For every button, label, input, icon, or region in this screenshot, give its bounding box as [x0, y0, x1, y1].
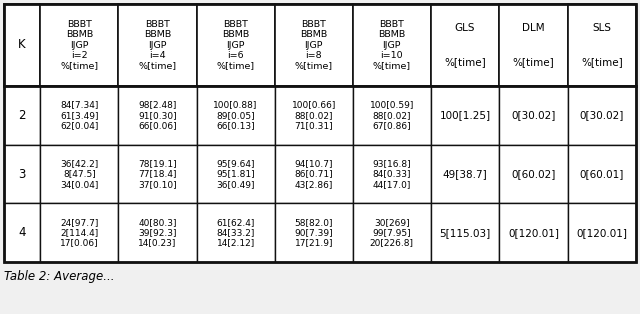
Bar	[353, 4, 431, 86]
Text: 0[120.01]: 0[120.01]	[508, 228, 559, 238]
Bar	[431, 86, 499, 145]
Text: 49[38.7]: 49[38.7]	[443, 169, 488, 179]
Bar	[196, 86, 275, 145]
Bar	[40, 203, 118, 262]
Text: SLS


%[time]: SLS %[time]	[581, 23, 623, 68]
Bar	[4, 4, 636, 262]
Text: 0[30.02]: 0[30.02]	[511, 110, 556, 120]
Text: Table 2: Average...: Table 2: Average...	[4, 270, 115, 283]
Bar	[275, 145, 353, 203]
Bar	[40, 4, 118, 86]
Text: 93[16.8]
84[0.33]
44[17.0]: 93[16.8] 84[0.33] 44[17.0]	[372, 159, 411, 189]
Bar	[118, 86, 196, 145]
Bar	[196, 145, 275, 203]
Bar	[4, 4, 40, 86]
Bar	[431, 145, 499, 203]
Text: 100[1.25]: 100[1.25]	[440, 110, 491, 120]
Text: 0[60.02]: 0[60.02]	[511, 169, 556, 179]
Bar	[275, 4, 353, 86]
Bar	[275, 86, 353, 145]
Text: BBBT
BBMB
IJGP
i=6
%[time]: BBBT BBMB IJGP i=6 %[time]	[216, 20, 255, 70]
Text: 0[30.02]: 0[30.02]	[580, 110, 624, 120]
Bar	[431, 203, 499, 262]
Text: BBBT
BBMB
IJGP
i=4
%[time]: BBBT BBMB IJGP i=4 %[time]	[138, 20, 177, 70]
Bar	[118, 203, 196, 262]
Bar	[4, 4, 636, 262]
Text: BBBT
BBMB
IJGP
i=8
%[time]: BBBT BBMB IJGP i=8 %[time]	[294, 20, 333, 70]
Bar	[499, 86, 568, 145]
Text: 100[0.88]
89[0.05]
66[0.13]: 100[0.88] 89[0.05] 66[0.13]	[213, 100, 258, 130]
Text: 2: 2	[19, 109, 26, 122]
Text: DLM


%[time]: DLM %[time]	[513, 23, 554, 68]
Text: 40[80.3]
39[92.3]
14[0.23]: 40[80.3] 39[92.3] 14[0.23]	[138, 218, 177, 247]
Text: BBBT
BBMB
IJGP
i=2
%[time]: BBBT BBMB IJGP i=2 %[time]	[60, 20, 99, 70]
Text: 94[10.7]
86[0.71]
43[2.86]: 94[10.7] 86[0.71] 43[2.86]	[294, 159, 333, 189]
Bar	[353, 86, 431, 145]
Text: 100[0.59]
88[0.02]
67[0.86]: 100[0.59] 88[0.02] 67[0.86]	[370, 100, 414, 130]
Bar	[499, 145, 568, 203]
Bar	[353, 145, 431, 203]
Text: 36[42.2]
8[47.5]
34[0.04]: 36[42.2] 8[47.5] 34[0.04]	[60, 159, 99, 189]
Text: 61[62.4]
84[33.2]
14[2.12]: 61[62.4] 84[33.2] 14[2.12]	[216, 218, 255, 247]
Bar	[499, 203, 568, 262]
Text: 5[115.03]: 5[115.03]	[440, 228, 491, 238]
Bar	[4, 145, 40, 203]
Text: 24[97.7]
2[114.4]
17[0.06]: 24[97.7] 2[114.4] 17[0.06]	[60, 218, 99, 247]
Text: 58[82.0]
90[7.39]
17[21.9]: 58[82.0] 90[7.39] 17[21.9]	[294, 218, 333, 247]
Bar	[499, 4, 568, 86]
Bar	[568, 145, 636, 203]
Text: 30[269]
99[7.95]
20[226.8]: 30[269] 99[7.95] 20[226.8]	[370, 218, 414, 247]
Bar	[118, 145, 196, 203]
Text: 0[60.01]: 0[60.01]	[580, 169, 624, 179]
Bar	[4, 86, 40, 145]
Bar	[568, 203, 636, 262]
Bar	[4, 203, 40, 262]
Text: 0[120.01]: 0[120.01]	[576, 228, 627, 238]
Text: 78[19.1]
77[18.4]
37[0.10]: 78[19.1] 77[18.4] 37[0.10]	[138, 159, 177, 189]
Text: GLS


%[time]: GLS %[time]	[444, 23, 486, 68]
Bar	[275, 203, 353, 262]
Text: 84[7.34]
61[3.49]
62[0.04]: 84[7.34] 61[3.49] 62[0.04]	[60, 100, 99, 130]
Text: 95[9.64]
95[1.81]
36[0.49]: 95[9.64] 95[1.81] 36[0.49]	[216, 159, 255, 189]
Text: 98[2.48]
91[0.30]
66[0.06]: 98[2.48] 91[0.30] 66[0.06]	[138, 100, 177, 130]
Text: 100[0.66]
88[0.02]
71[0.31]: 100[0.66] 88[0.02] 71[0.31]	[292, 100, 336, 130]
Bar	[40, 145, 118, 203]
Text: 3: 3	[19, 167, 26, 181]
Bar	[40, 86, 118, 145]
Bar	[431, 4, 499, 86]
Text: BBBT
BBMB
IJGP
i=10
%[time]: BBBT BBMB IJGP i=10 %[time]	[372, 20, 411, 70]
Bar	[353, 203, 431, 262]
Bar	[118, 4, 196, 86]
Bar	[568, 4, 636, 86]
Text: 4: 4	[19, 226, 26, 239]
Bar	[196, 4, 275, 86]
Bar	[568, 86, 636, 145]
Text: K: K	[19, 39, 26, 51]
Bar	[196, 203, 275, 262]
